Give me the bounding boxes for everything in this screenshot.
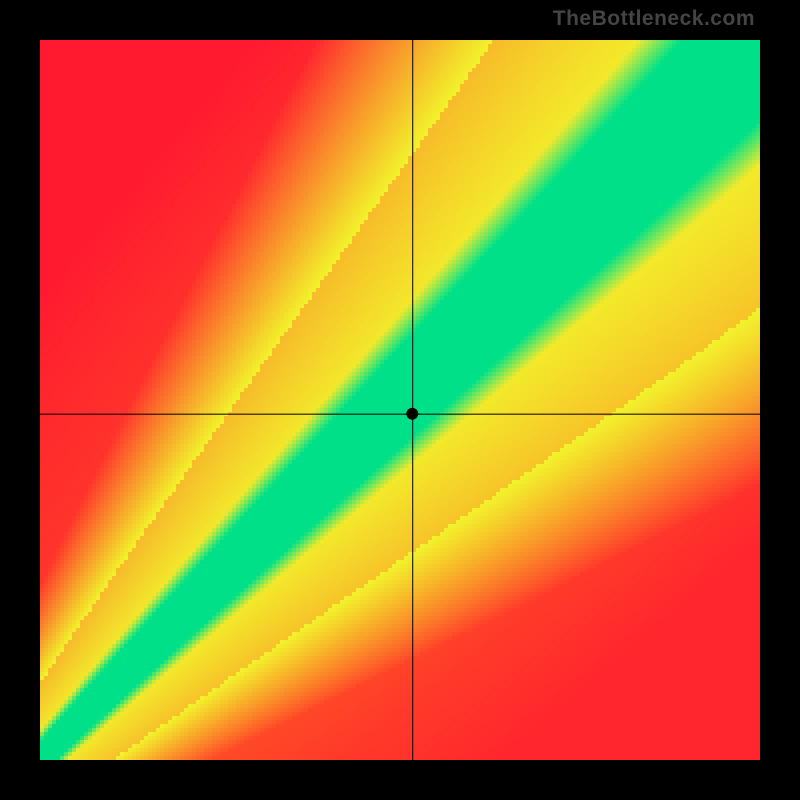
heatmap-canvas [40,40,760,760]
watermark-text: TheBottleneck.com [553,7,755,31]
